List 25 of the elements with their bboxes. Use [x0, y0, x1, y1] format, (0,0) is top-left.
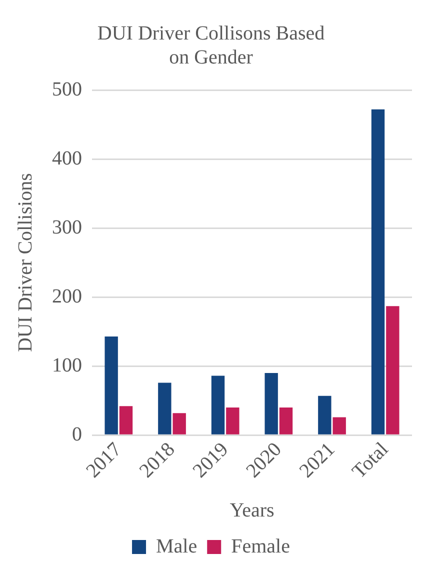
- legend-label: Female: [231, 535, 290, 558]
- text: DUI Driver Collisons Based: [97, 22, 325, 44]
- y-tick-label: 500: [52, 78, 82, 100]
- y-tick-label: 300: [52, 216, 82, 238]
- y-axis-title: DUI Driver Collisions: [14, 172, 36, 352]
- bar: [158, 382, 172, 434]
- bar: [318, 396, 332, 434]
- bar: [172, 413, 186, 434]
- x-axis-title: Years: [230, 499, 275, 522]
- text: on Gender: [169, 46, 253, 68]
- y-tick-label: 100: [52, 354, 82, 376]
- y-tick-label: 0: [72, 423, 82, 446]
- bar: [119, 406, 133, 434]
- x-tick-label: 2021: [295, 438, 340, 482]
- bar: [279, 408, 293, 434]
- bar: [386, 306, 400, 434]
- bar: [104, 336, 118, 434]
- bar: [371, 109, 385, 434]
- bar: [226, 408, 240, 434]
- legend-label: Male: [156, 535, 198, 558]
- y-tick-label: 200: [52, 285, 82, 308]
- bar: [264, 373, 278, 434]
- bar: [332, 417, 346, 434]
- y-tick-label: 400: [52, 147, 82, 170]
- bar: [211, 376, 225, 434]
